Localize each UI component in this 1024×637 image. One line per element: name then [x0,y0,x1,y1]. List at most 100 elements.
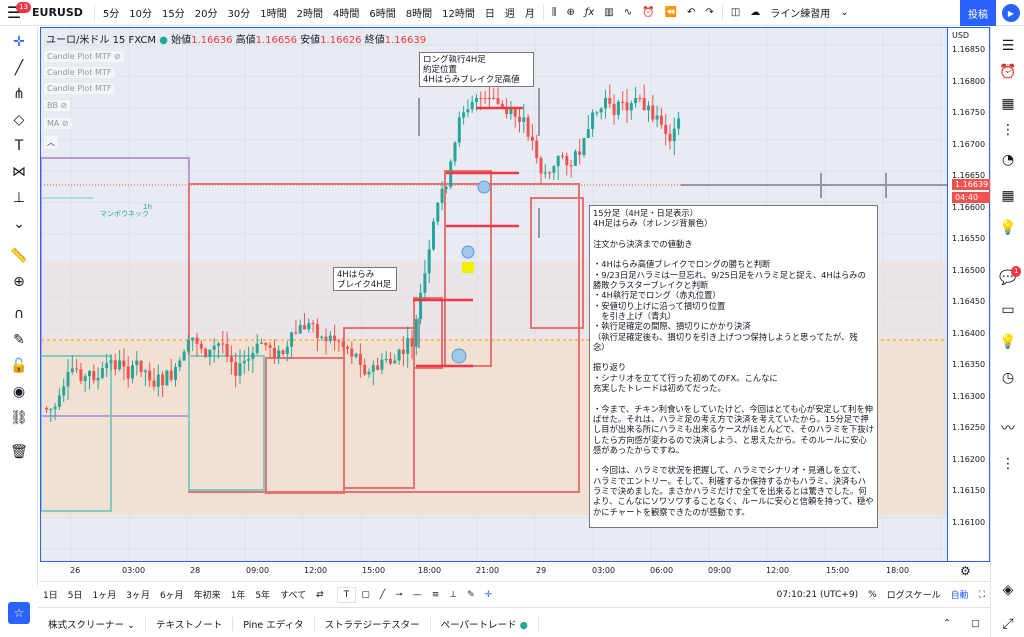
pair-name[interactable]: ユーロ/米ドル [46,35,110,46]
tab-text-notes[interactable]: テキストノート [146,616,234,631]
tf-2h[interactable]: 2時間 [296,9,323,20]
tf-10m[interactable]: 10分 [129,9,153,20]
calendar-icon[interactable]: ◔ [1001,152,1015,168]
favorites-star-icon[interactable]: ☆ [8,602,30,624]
tf-1mo[interactable]: 月 [524,9,535,20]
tf-1w[interactable]: 週 [504,9,515,20]
datawindow-icon[interactable]: ▦ [1001,96,1015,112]
expand-icon[interactable]: ⤢ [1002,616,1014,632]
financials-icon[interactable]: ∿ [623,7,633,18]
fib-icon[interactable]: ⋔ [13,86,25,102]
hotlists-icon[interactable]: ⋮ [1001,122,1015,138]
tf-8h[interactable]: 8時間 [405,9,433,20]
minimize-icon[interactable]: ⌃ [943,618,952,629]
tf-1d[interactable]: 日 [484,9,495,20]
pulse-icon[interactable]: 〰 [1001,421,1015,437]
magnet-icon[interactable]: ∩ [13,306,25,322]
lock-icon[interactable]: 🔓 [10,358,28,374]
ruler-icon[interactable]: 📏 [10,248,28,264]
range-5d[interactable]: 5日 [67,591,83,601]
range-1d[interactable]: 1日 [43,591,58,601]
goto-date-icon[interactable]: ⇄ [316,589,324,600]
grid-icon[interactable]: ▦ [1001,188,1015,204]
crosshair-icon[interactable]: ✛ [13,34,25,50]
measure-icon[interactable]: ⊥ [12,190,26,206]
tf-30m[interactable]: 30分 [227,9,251,20]
range-ytd[interactable]: 年初来 [193,591,221,601]
tab-screener[interactable]: 株式スクリーナー ⌄ [38,616,146,631]
candle-style-icon[interactable]: ⫼ [551,7,557,18]
auto-toggle[interactable]: 自動 [950,591,969,601]
note-review[interactable]: 15分足（4H足・日足表示） 4H足はらみ（オレンジ背景色） 注文から決済までの… [589,205,878,528]
eye-hidden-icon[interactable]: ⊘ [61,119,69,128]
xabcd-icon[interactable]: ⋈ [12,164,26,180]
range-all[interactable]: すべて [280,591,307,601]
tab-paper-trading[interactable]: ペーパートレード ● [431,616,539,631]
brush-tool-icon[interactable]: ✎ [467,589,475,600]
indicator-candle-plot-3[interactable]: Candle Plot MTF [44,83,115,94]
tab-pine-editor[interactable]: Pine エディタ [233,616,315,631]
measure-tool-icon[interactable]: ⊥ [449,589,458,600]
replay-icon[interactable]: ⏪ [664,7,678,18]
play-icon[interactable]: ▶ [1002,4,1020,22]
crosshair-tool-icon[interactable]: ✛ [484,589,493,600]
more-icon[interactable]: ⋮ [1001,456,1015,472]
range-1y[interactable]: 1年 [230,591,246,601]
ray-tool-icon[interactable]: — [412,589,422,600]
pencil-lock-icon[interactable]: ✎ [13,332,25,348]
templates-icon[interactable]: ▥ [604,7,614,18]
layout-icon[interactable]: ◫ [730,7,741,18]
indicator-candle-plot-2[interactable]: Candle Plot MTF [44,67,115,78]
alerts-icon[interactable]: ⏰ [999,64,1017,80]
indicator-bb[interactable]: BB ⊘ [44,100,71,111]
pattern-icon[interactable]: ◇ [13,112,25,128]
trash-icon[interactable]: 🗑 [10,444,28,460]
range-5y[interactable]: 5年 [255,591,271,601]
tf-4h[interactable]: 4時間 [332,9,360,20]
settings-gear-icon[interactable]: ⚙ [960,564,971,578]
percent-toggle[interactable]: % [868,589,877,600]
tf-15m[interactable]: 15分 [162,9,185,20]
publish-button[interactable]: 投稿 [960,0,996,26]
line-tool-icon[interactable]: ╱ [379,589,386,600]
indicator-candle-plot-1[interactable]: Candle Plot MTF ⊘ [44,51,124,62]
indicator-ma[interactable]: MA ⊘ [44,118,72,129]
eye-icon[interactable]: ◉ [12,384,26,400]
rect-tool-icon[interactable]: ▢ [361,589,370,600]
collapse-legend-icon[interactable]: ︿ [44,136,58,149]
note-entry[interactable]: ロング執行4H足 約定位置 4Hはらみブレイク足高値 [419,52,534,87]
time-scale[interactable]: 26 03:00 28 09:00 12:00 15:00 18:00 21:00 29 03:0… [40,562,990,582]
log-toggle[interactable]: ログスケール [886,591,941,601]
tf-6h[interactable]: 6時間 [369,9,396,20]
fib-tool-icon[interactable]: ≡ [431,589,440,600]
tf-1h[interactable]: 1時間 [260,9,287,20]
zoom-icon[interactable]: ⊕ [13,274,25,290]
tf-20m[interactable]: 20分 [194,9,218,20]
text-icon[interactable]: T [14,138,24,154]
tf-12h[interactable]: 12時間 [442,9,475,20]
range-3m[interactable]: 3ヶ月 [126,591,150,601]
chevron-down-icon[interactable]: ⌄ [840,7,849,18]
undo-icon[interactable]: ↶ [687,7,696,18]
cloud-icon[interactable]: ☁ [750,7,761,18]
chat-icon[interactable]: 💬 1 [991,266,1024,290]
range-6m[interactable]: 6ヶ月 [159,591,184,601]
alert-icon[interactable]: ⏰ [642,7,655,18]
chevron-down-icon[interactable]: ⌄ [13,216,25,232]
hline-tool-icon[interactable]: ⊸ [395,589,403,600]
redo-icon[interactable]: ↷ [705,7,714,18]
maximize-icon[interactable]: ▢ [971,618,980,629]
clock-display[interactable]: 07:10:21 (UTC+9) [776,589,859,600]
link-icon[interactable]: ⛓ [10,410,28,426]
eye-hidden-icon[interactable]: ⊘ [60,101,68,110]
indicators-icon[interactable]: ƒx [584,7,595,18]
clock-icon[interactable]: ◷ [1001,370,1015,386]
trendline-icon[interactable]: ╱ [14,60,24,76]
layout-name[interactable]: ライン練習用 [770,9,831,20]
eye-hidden-icon[interactable]: ⊘ [113,52,121,61]
watchlist-icon[interactable]: ☰ [1001,38,1015,54]
tf-5m[interactable]: 5分 [102,9,120,20]
note-harami-break[interactable]: 4Hはらみ ブレイク4H足 [333,267,397,291]
ideas-icon[interactable]: 💡 [999,220,1017,236]
range-1m[interactable]: 1ヶ月 [92,591,117,601]
